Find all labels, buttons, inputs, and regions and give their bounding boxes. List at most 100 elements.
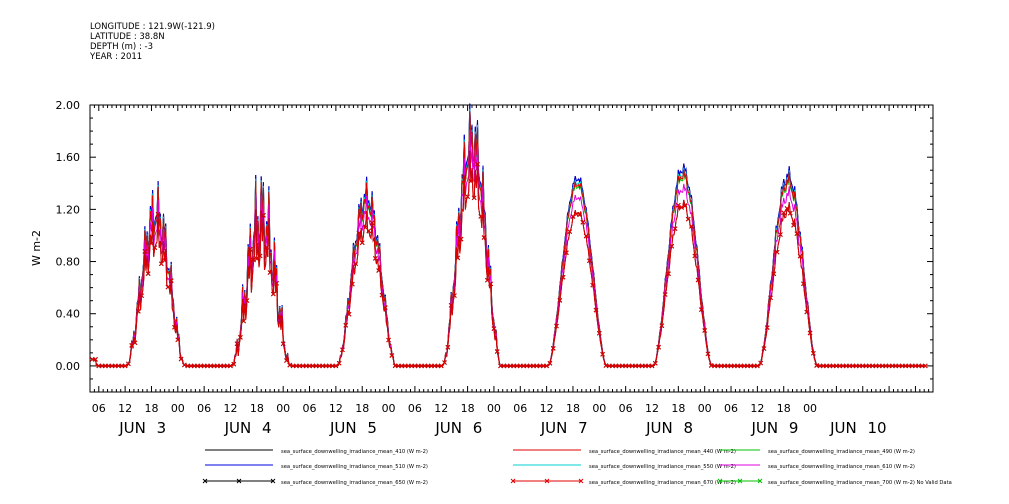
x-hour-label: 00	[803, 402, 817, 415]
series-marker	[122, 363, 128, 369]
series-marker	[359, 240, 365, 246]
series-marker	[458, 236, 464, 242]
legend-marker	[236, 478, 242, 484]
legend-entry-label: sea_surface_downwelling_irradiance_mean_…	[281, 449, 428, 455]
x-hour-label: 18	[250, 402, 264, 415]
x-hour-label: 00	[276, 402, 290, 415]
series-marker	[554, 323, 559, 329]
metadata-header: LONGITUDE : 121.9W(-121.9) LATITUDE : 38…	[90, 22, 215, 62]
series-marker	[241, 318, 247, 324]
series-marker	[550, 346, 556, 351]
series-marker	[373, 256, 378, 261]
x-hour-label: 12	[329, 402, 343, 415]
series-marker	[781, 210, 787, 216]
x-hour-label: 06	[303, 402, 317, 415]
series-marker	[590, 282, 596, 288]
y-tick-label: 0.00	[56, 360, 81, 373]
series-marker	[182, 362, 187, 368]
plot-frame	[89, 104, 934, 393]
series-marker	[349, 281, 355, 287]
x-day-label: JUN 9	[750, 419, 798, 437]
series-marker	[343, 322, 349, 328]
series-marker	[145, 271, 151, 277]
series-marker	[264, 244, 270, 250]
series-marker	[764, 325, 770, 330]
series-marker	[797, 253, 803, 259]
series-marker	[353, 261, 358, 267]
x-hour-label: 18	[777, 402, 791, 415]
x-day-label: JUN 8	[645, 419, 693, 437]
legend: sea_surface_downwelling_irradiance_mean_…	[202, 449, 952, 486]
series-marker	[261, 212, 266, 218]
series-marker	[162, 258, 167, 263]
series-marker	[675, 202, 681, 208]
longitude-label: LONGITUDE : 121.9W(-121.9)	[90, 22, 215, 32]
series-marker	[168, 278, 174, 283]
x-hour-label: 06	[513, 402, 527, 415]
series-marker	[481, 235, 487, 240]
legend-entry-label: sea_surface_downwelling_irradiance_mean_…	[281, 464, 428, 470]
y-axis: 0.00 0.40 0.80 1.20 1.60 2.00	[56, 99, 933, 393]
series-marker	[475, 161, 480, 167]
series-marker	[488, 281, 493, 287]
legend-marker	[578, 478, 584, 484]
series-marker	[363, 225, 368, 230]
x-hour-label: 00	[698, 402, 712, 415]
x-hour-label: 00	[171, 402, 185, 415]
series-marker	[484, 277, 490, 283]
series-marker	[758, 360, 764, 366]
series-marker	[340, 347, 345, 353]
series-marker	[666, 271, 671, 277]
series-marker	[570, 214, 576, 219]
series-layer	[89, 103, 928, 369]
series-marker	[257, 253, 263, 259]
series-marker	[478, 214, 484, 219]
x-hour-label: 12	[118, 402, 132, 415]
series-marker	[267, 270, 273, 275]
series-marker	[580, 219, 586, 225]
series-marker	[234, 341, 240, 347]
series-marker	[662, 292, 668, 297]
series-marker	[801, 281, 806, 287]
series-marker	[175, 337, 181, 343]
series-marker	[389, 353, 395, 358]
series-marker	[468, 178, 474, 184]
latitude-label: LATITUDE : 38.8N	[90, 32, 165, 42]
series-marker	[461, 174, 467, 179]
series-marker	[287, 362, 293, 368]
series-marker	[577, 212, 582, 218]
series-marker	[587, 258, 592, 264]
x-axis: 06 12 18 00 06 12 18 00 06 12 18 00 06 12 18 00 06 12 18 00…	[89, 105, 934, 437]
legend-entry-label: sea_surface_downwelling_irradiance_mean_…	[589, 480, 736, 486]
x-hour-label: 12	[645, 402, 659, 415]
series-marker	[652, 360, 658, 366]
legend-entry-label: sea_surface_downwelling_irradiance_mean_…	[768, 464, 915, 470]
series-marker	[689, 224, 694, 229]
series-marker	[685, 216, 691, 222]
series-marker	[126, 361, 131, 367]
series-marker	[807, 330, 813, 336]
series-marker	[139, 293, 144, 299]
series-marker	[547, 360, 553, 366]
legend-marker	[202, 478, 208, 484]
series-marker	[692, 253, 698, 259]
series-marker	[695, 277, 701, 283]
legend-marker	[757, 478, 763, 484]
legend-entry-label: sea_surface_downwelling_irradiance_mean_…	[768, 480, 952, 486]
x-hour-label: 12	[224, 402, 238, 415]
series-marker	[244, 298, 250, 303]
series-marker	[494, 349, 500, 354]
legend-marker	[510, 478, 516, 484]
series-marker	[567, 229, 573, 235]
series-marker	[491, 326, 497, 332]
y-axis-label: W m-2	[30, 230, 43, 266]
series-marker	[672, 226, 678, 232]
x-hour-label: 18	[144, 402, 158, 415]
series-marker	[699, 307, 704, 313]
x-hour-label: 12	[434, 402, 448, 415]
y-tick-label: 1.20	[56, 203, 81, 216]
legend-entry-label: sea_surface_downwelling_irradiance_mean_…	[589, 449, 736, 455]
series-marker	[778, 232, 783, 237]
x-day-label: JUN 3	[118, 419, 166, 437]
series-marker	[794, 231, 800, 237]
